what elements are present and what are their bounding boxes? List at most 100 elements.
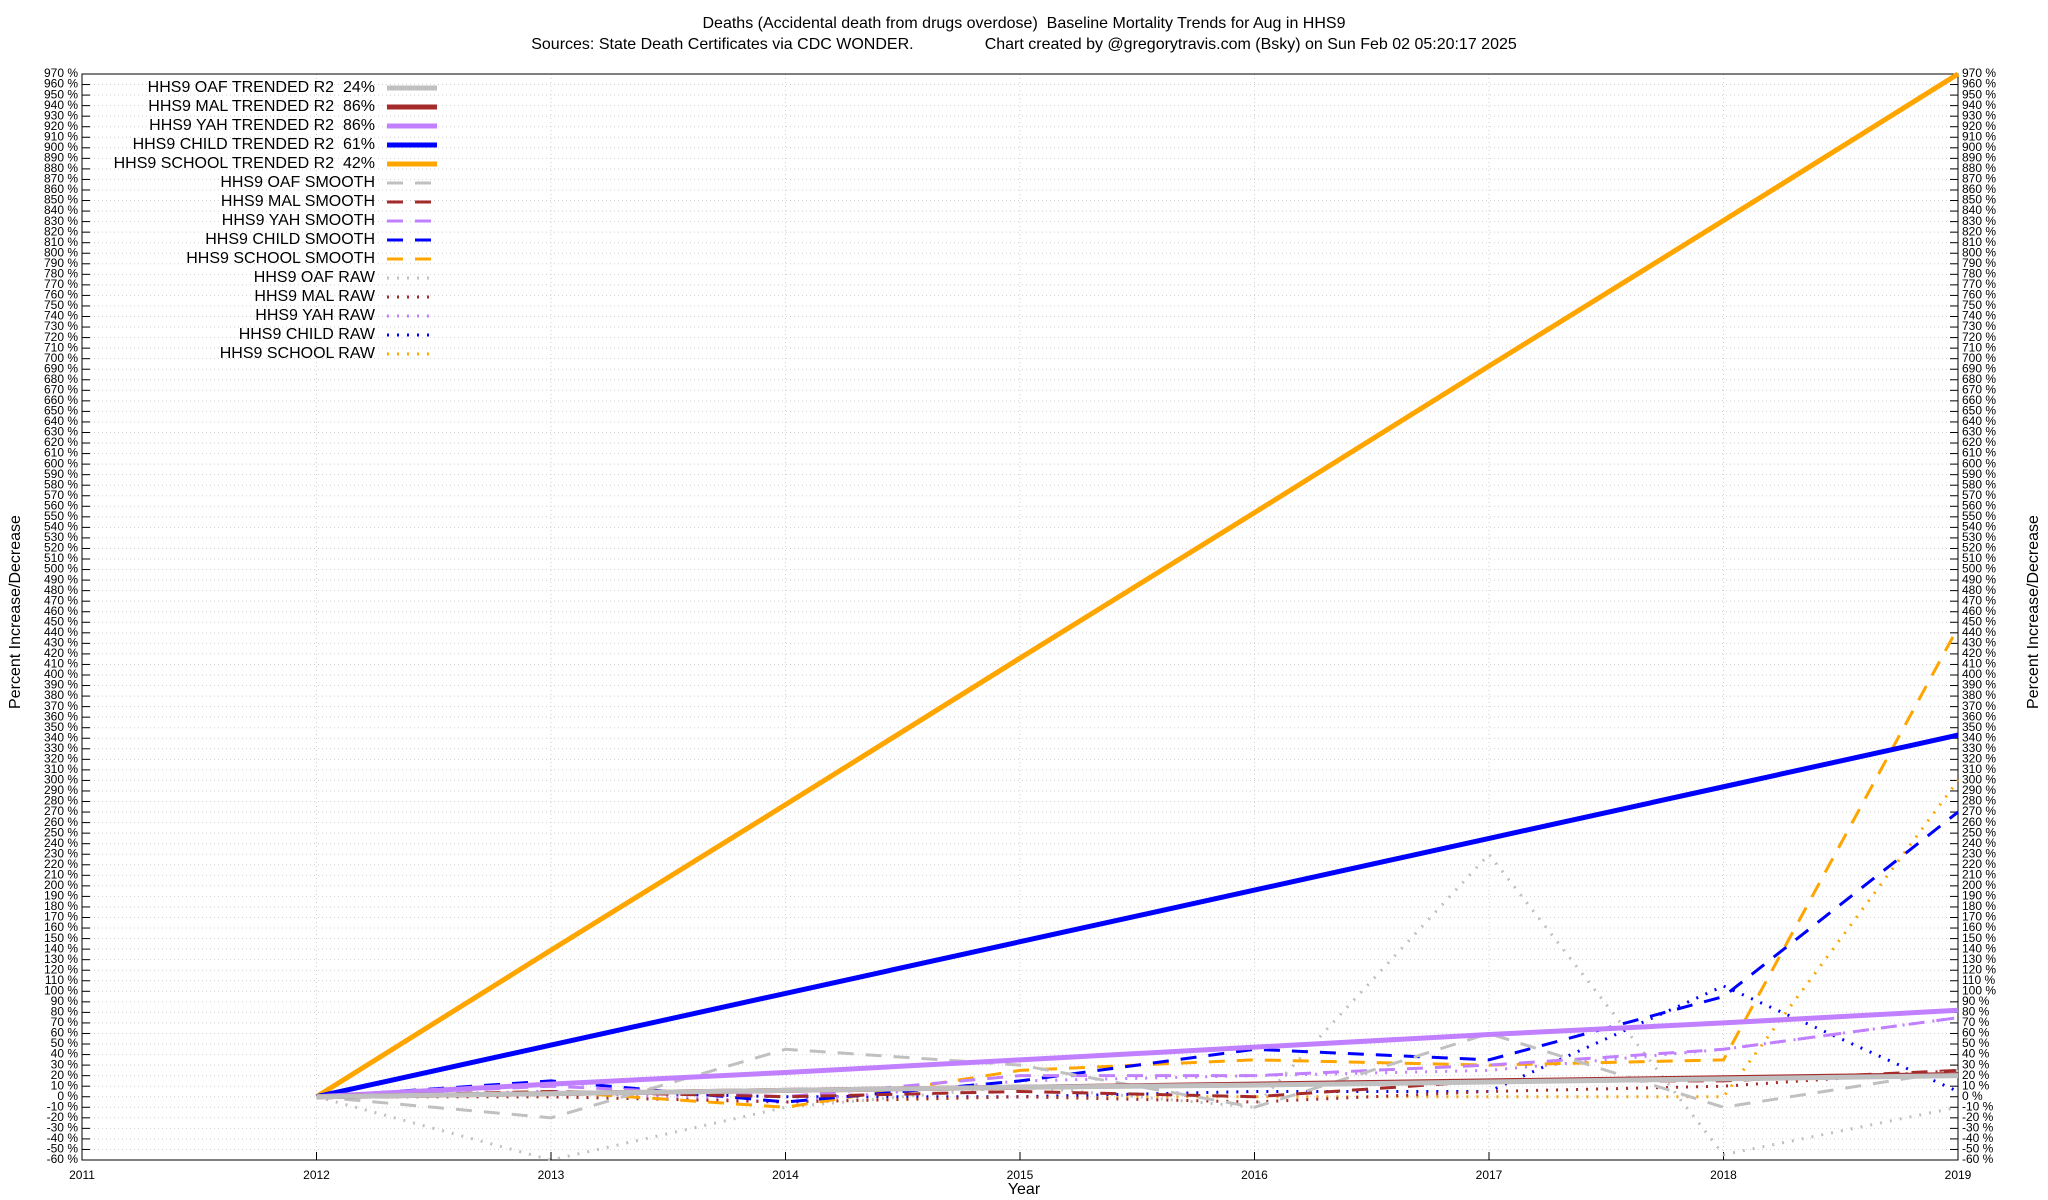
y-axis-label: Percent Increase/Decrease <box>7 515 24 709</box>
y2-tick-label: 310 % <box>1962 762 1996 776</box>
y2-tick-label: 410 % <box>1962 657 1996 671</box>
y-tick-label: 20 % <box>51 1068 79 1082</box>
y-tick-label: 800 % <box>44 245 78 259</box>
y2-tick-label: 500 % <box>1962 562 1996 576</box>
y2-tick-label: 910 % <box>1962 129 1996 143</box>
y-tick-label: 870 % <box>44 172 78 186</box>
y-tick-label: 180 % <box>44 899 78 913</box>
y-tick-label: 340 % <box>44 730 78 744</box>
y-tick-label: 230 % <box>44 846 78 860</box>
legend-label: HHS9 YAH SMOOTH <box>222 212 375 229</box>
y2-tick-label: 320 % <box>1962 752 1996 766</box>
y2-tick-label: 280 % <box>1962 794 1996 808</box>
y2-tick-label: 900 % <box>1962 140 1996 154</box>
y-tick-label: 630 % <box>44 425 78 439</box>
y2-tick-label: -30 % <box>1962 1121 1994 1135</box>
y-tick-label: -60 % <box>47 1152 79 1166</box>
y-tick-label: 270 % <box>44 804 78 818</box>
y2-tick-label: 640 % <box>1962 414 1996 428</box>
y2-tick-label: 90 % <box>1962 994 1990 1008</box>
y2-tick-label: 460 % <box>1962 604 1996 618</box>
y-tick-label: 50 % <box>51 1036 79 1050</box>
y2-tick-label: 750 % <box>1962 298 1996 312</box>
y-tick-label: 950 % <box>44 87 78 101</box>
y-tick-label: 790 % <box>44 256 78 270</box>
y-tick-label: 660 % <box>44 393 78 407</box>
y2-tick-label: 130 % <box>1962 952 1996 966</box>
y2-tick-label: 420 % <box>1962 646 1996 660</box>
y2-tick-label: 860 % <box>1962 182 1996 196</box>
y2-tick-label: 30 % <box>1962 1057 1990 1071</box>
x-tick-label: 2017 <box>1476 1168 1503 1182</box>
y2-tick-label: 230 % <box>1962 846 1996 860</box>
y2-tick-label: 50 % <box>1962 1036 1990 1050</box>
y-tick-label: 60 % <box>51 1026 79 1040</box>
y2-tick-label: 240 % <box>1962 836 1996 850</box>
series-line <box>315 71 1960 1099</box>
y2-tick-label: 560 % <box>1962 498 1996 512</box>
y2-tick-label: 370 % <box>1962 699 1996 713</box>
y-tick-label: 210 % <box>44 867 78 881</box>
y-tick-label: 160 % <box>44 920 78 934</box>
legend-label: HHS9 OAF SMOOTH <box>220 174 375 191</box>
y2-tick-label: 380 % <box>1962 688 1996 702</box>
y2-tick-label: 680 % <box>1962 372 1996 386</box>
y-tick-label: 740 % <box>44 309 78 323</box>
y2-tick-label: 700 % <box>1962 351 1996 365</box>
legend-label: HHS9 YAH RAW <box>255 307 376 324</box>
y-tick-label: 200 % <box>44 878 78 892</box>
y2-tick-label: 520 % <box>1962 541 1996 555</box>
legend-label: HHS9 SCHOOL SMOOTH <box>186 250 375 267</box>
y2-tick-label: 260 % <box>1962 815 1996 829</box>
y-tick-label: 640 % <box>44 414 78 428</box>
series-line <box>316 1031 1959 1120</box>
y-tick-label: 900 % <box>44 140 78 154</box>
y2-tick-label: 430 % <box>1962 636 1996 650</box>
y2-tick-label: 670 % <box>1962 382 1996 396</box>
y-tick-label: 110 % <box>45 973 78 987</box>
y2-tick-label: 620 % <box>1962 435 1996 449</box>
y-tick-label: 960 % <box>44 77 78 91</box>
y-tick-label: 830 % <box>44 214 78 228</box>
x-tick-label: 2018 <box>1710 1168 1737 1182</box>
y2-tick-label: 940 % <box>1962 98 1996 112</box>
y2-tick-label: 100 % <box>1962 983 1996 997</box>
y-tick-label: 970 % <box>44 66 78 80</box>
y2-tick-label: 400 % <box>1962 667 1996 681</box>
y2-tick-label: 0 % <box>1962 1089 1983 1103</box>
x-tick-label: 2019 <box>1945 1168 1972 1182</box>
y2-tick-label: 120 % <box>1962 962 1996 976</box>
y2-tick-label: 870 % <box>1962 172 1996 186</box>
x-tick-label: 2014 <box>772 1168 799 1182</box>
series-line <box>316 1073 1959 1100</box>
y2-tick-label: 470 % <box>1962 593 1996 607</box>
y-tick-label: 650 % <box>44 404 78 418</box>
y-tick-label: 450 % <box>44 614 78 628</box>
y2-tick-label: 250 % <box>1962 825 1996 839</box>
legend-label: HHS9 OAF TRENDED R2 24% <box>148 79 375 96</box>
y-tick-label: 520 % <box>44 541 78 555</box>
y-tick-label: 290 % <box>44 783 78 797</box>
y-tick-label: 190 % <box>44 889 78 903</box>
y2-tick-label: 540 % <box>1962 520 1996 534</box>
chart-title: Deaths (Accidental death from drugs over… <box>703 15 1346 32</box>
y-tick-label: 440 % <box>44 625 78 639</box>
y2-tick-label: 360 % <box>1962 709 1996 723</box>
y2-tick-label: 760 % <box>1962 288 1996 302</box>
series-line <box>316 1068 1959 1099</box>
y2-tick-label: 810 % <box>1962 235 1996 249</box>
y2-tick-label: 730 % <box>1962 319 1996 333</box>
y2-tick-label: 20 % <box>1962 1068 1990 1082</box>
y-tick-label: 250 % <box>44 825 78 839</box>
x-tick-label: 2011 <box>69 1168 95 1182</box>
series-line <box>316 779 1960 1104</box>
y-tick-label: 80 % <box>51 1005 79 1019</box>
y2-tick-label: 390 % <box>1962 678 1996 692</box>
y-tick-label: 620 % <box>44 435 78 449</box>
y2-tick-label: 170 % <box>1962 910 1996 924</box>
y2-tick-label: 510 % <box>1962 551 1996 565</box>
y-tick-label: 890 % <box>44 151 78 165</box>
y2-tick-label: 610 % <box>1962 446 1996 460</box>
y2-tick-label: 180 % <box>1962 899 1996 913</box>
y-tick-label: -10 % <box>47 1099 79 1113</box>
